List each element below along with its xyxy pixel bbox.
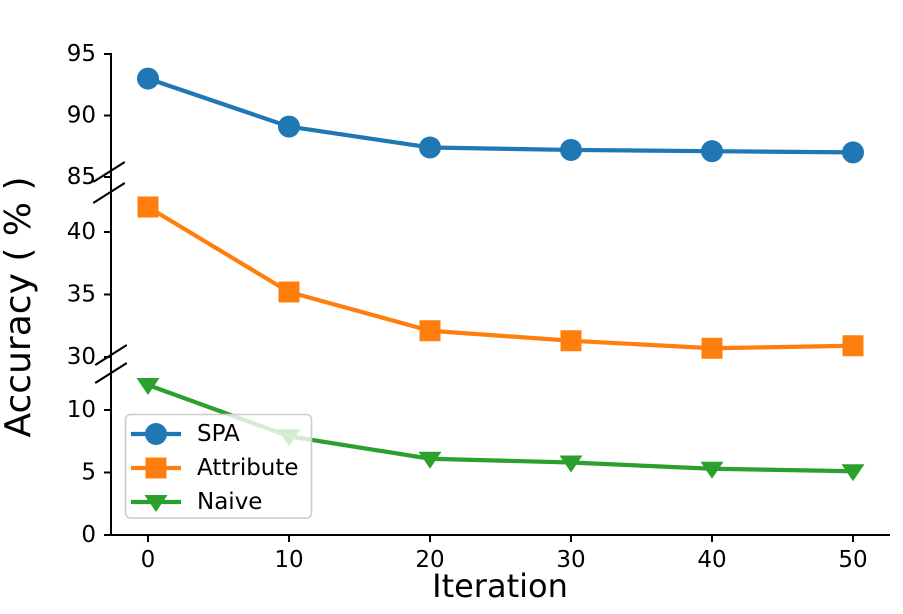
y-tick-label: 0 [81, 522, 96, 548]
series-marker-naive [418, 451, 442, 469]
y-tick-label: 90 [67, 103, 96, 129]
legend-item-spa: SPA [131, 421, 240, 447]
series-marker-naive [700, 461, 724, 479]
series-marker-spa [842, 141, 864, 164]
y-tick-label: 30 [67, 344, 96, 370]
x-tick-label: 50 [838, 547, 867, 573]
x-tick-label: 40 [697, 547, 726, 573]
series-marker-attribute [278, 281, 300, 303]
break-slash [94, 344, 128, 366]
legend-box [124, 413, 313, 519]
y-tick-label: 35 [67, 282, 96, 308]
series-marker-spa [137, 67, 159, 90]
series-marker-attribute [560, 330, 582, 352]
y-tick-label: 85 [67, 164, 96, 190]
legend-label: Attribute [197, 455, 299, 481]
series-marker-attribute [842, 335, 864, 357]
series-marker-spa [701, 140, 723, 163]
series-line-spa [145, 76, 856, 155]
series-marker-attribute [137, 196, 159, 218]
y-tick-label: 40 [67, 219, 96, 245]
legend-swatch-marker [145, 457, 167, 479]
y-axis-label: Accuracy ( % ) [0, 177, 39, 438]
x-axis-label: Iteration [432, 567, 568, 605]
legend-item-attribute: Attribute [131, 455, 299, 481]
y-tick-label: 10 [67, 397, 96, 423]
series-marker-attribute [419, 320, 441, 342]
series-marker-naive [136, 378, 160, 395]
series-marker-spa [419, 136, 441, 159]
legend-item-naive: Naive [131, 489, 262, 515]
legend-label: Naive [197, 489, 262, 515]
x-tick-label: 10 [274, 547, 303, 573]
legend-swatch-marker [144, 495, 168, 512]
x-tick-label: 0 [141, 547, 156, 573]
series-marker-spa [560, 138, 582, 161]
legend-label: SPA [197, 421, 240, 447]
break-slash [92, 161, 126, 183]
x-tick-label: 30 [556, 547, 585, 573]
y-tick-label: 95 [67, 41, 96, 67]
series-line-attribute [145, 204, 856, 351]
y-tick-label: 5 [81, 460, 96, 486]
axis-break-marks [92, 161, 128, 384]
series-marker-spa [278, 115, 300, 138]
x-tick-label: 20 [415, 547, 444, 573]
break-slash [92, 182, 126, 204]
series-marker-naive [559, 455, 583, 473]
series-marker-attribute [701, 337, 723, 359]
legend: SPA Attribute Naive [124, 413, 313, 519]
break-slash [94, 362, 128, 384]
series-marker-naive [841, 464, 865, 482]
legend-swatch-marker [145, 423, 167, 445]
